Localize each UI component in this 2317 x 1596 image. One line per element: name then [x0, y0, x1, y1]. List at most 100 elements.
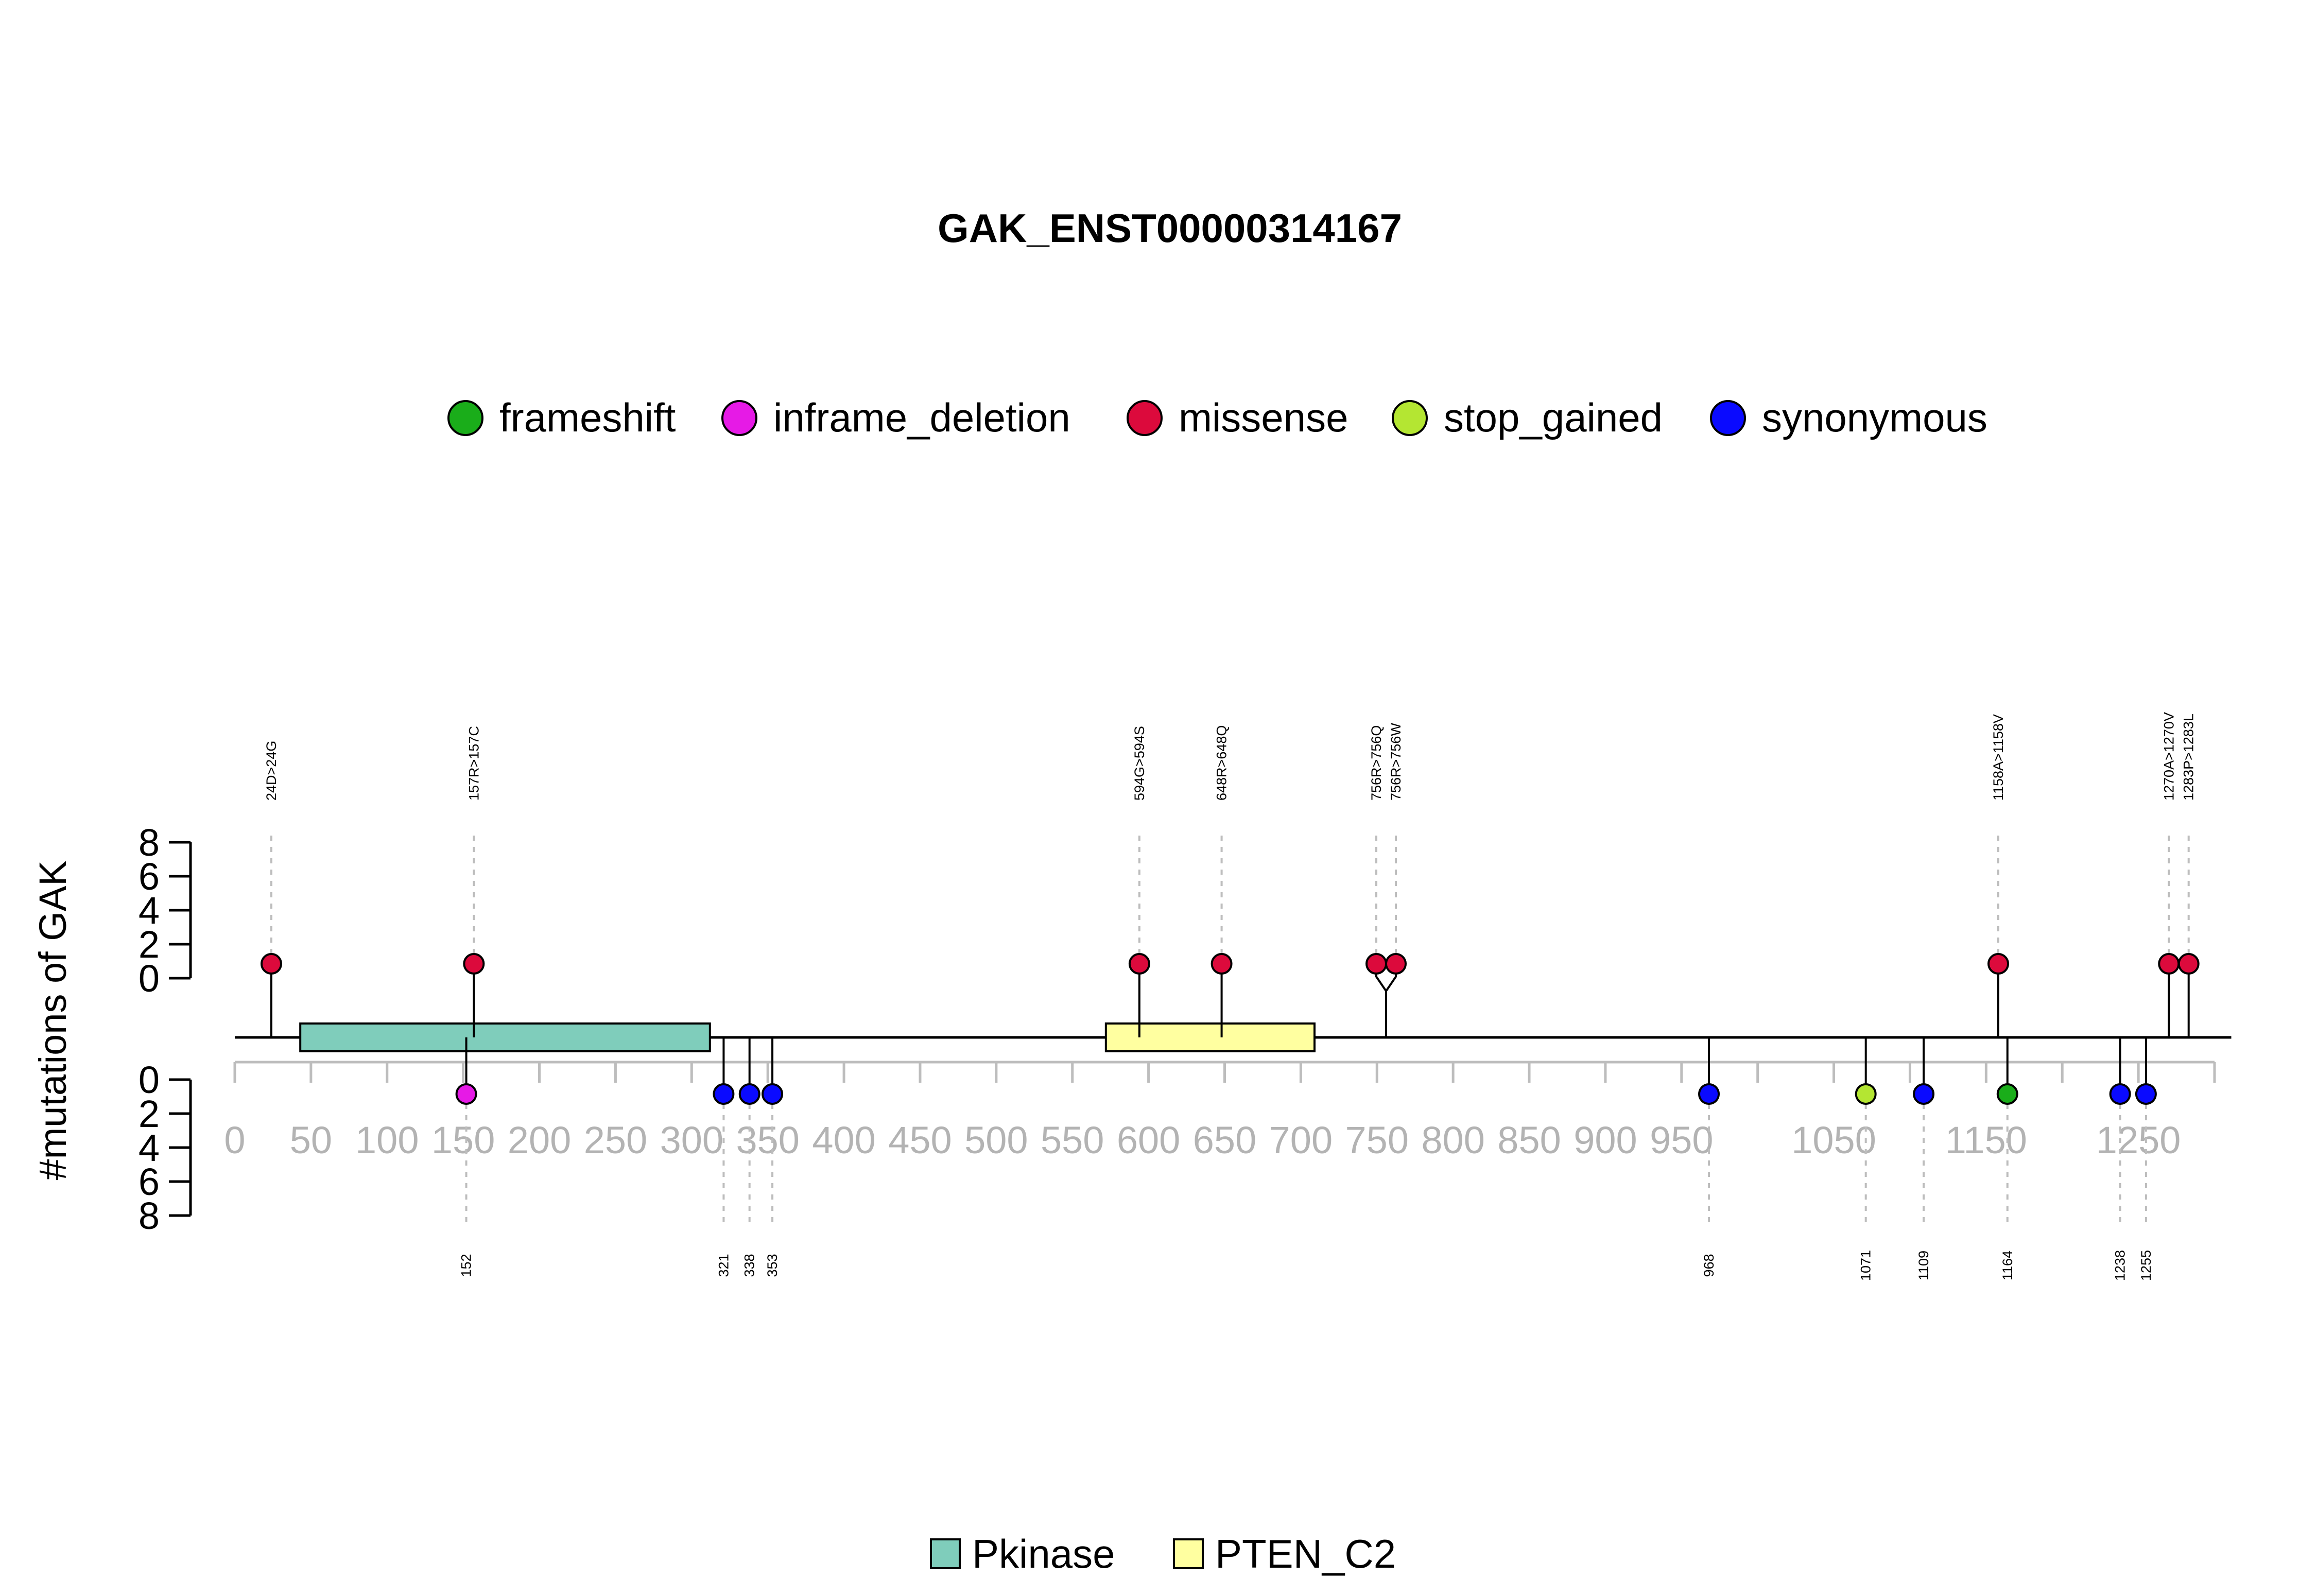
x-tick-label: 500: [964, 1119, 1028, 1161]
mutation-point-missense: [2177, 953, 2200, 975]
y-axis-label: #mutations of GAK: [31, 860, 74, 1180]
mutation-label: 1270A>1270V: [2161, 712, 2176, 801]
x-tick-label: 200: [508, 1119, 571, 1161]
y-tick-label: 2: [139, 1092, 160, 1135]
y-tick-label: 2: [139, 923, 160, 966]
domain-legend-swatch-Pkinase: [930, 1538, 961, 1569]
mutation-point-missense: [1365, 953, 1388, 975]
legend-marker-stop_gained: [1392, 400, 1428, 436]
x-tick-label: 150: [431, 1119, 495, 1161]
x-tick-label: 50: [290, 1119, 332, 1161]
mutation-point-missense: [1385, 953, 1407, 975]
x-tick-label: 300: [660, 1119, 723, 1161]
mutation-label: 1255: [2138, 1250, 2154, 1281]
mutation-point-synonymous: [738, 1083, 760, 1105]
legend-marker-inframe_deletion: [721, 400, 757, 436]
x-tick-label: 550: [1041, 1119, 1104, 1161]
legend-label-inframe_deletion: inframe_deletion: [773, 395, 1070, 440]
mutation-point-missense: [463, 953, 485, 975]
mutation-point-synonymous: [1698, 1083, 1720, 1105]
mutation-label: 338: [742, 1254, 757, 1277]
legend: frameshift inframe_deletion missense stop_g…: [447, 395, 1987, 440]
x-tick-label: 650: [1193, 1119, 1256, 1161]
x-tick-label: 1050: [1791, 1119, 1876, 1161]
y-tick-label: 4: [139, 1126, 160, 1169]
x-tick-label: 0: [224, 1119, 245, 1161]
domains: [299, 1022, 1316, 1052]
domain-legend-label-Pkinase: Pkinase: [972, 1531, 1115, 1576]
mutations-top: 24D>24G 157R>157C 594G>594S 648R>648Q 756R>7…: [260, 712, 2200, 1037]
x-tick-label: 950: [1650, 1119, 1713, 1161]
legend-label-stop_gained: stop_gained: [1444, 395, 1663, 440]
mutation-point-missense: [2158, 953, 2180, 975]
mutation-label: 1109: [1916, 1251, 1931, 1280]
mutation-label: 1071: [1858, 1250, 1874, 1281]
y-tick-label: 8: [139, 1194, 160, 1237]
mutation-stem: [1375, 964, 1388, 1037]
x-tick-label: 900: [1574, 1119, 1637, 1161]
x-tick-label: 450: [888, 1119, 952, 1161]
legend-marker-frameshift: [447, 400, 483, 436]
x-tick-label: 250: [584, 1119, 647, 1161]
mutation-label: 648R>648Q: [1214, 725, 1230, 801]
y-tick-label: 8: [139, 821, 160, 864]
domain-legend-swatch-PTEN_C2: [1173, 1538, 1204, 1569]
y-tick-label: 6: [139, 855, 160, 898]
mutation-label: 353: [765, 1254, 780, 1277]
mutation-point-missense: [1987, 953, 2010, 975]
mutation-point-synonymous: [762, 1083, 784, 1105]
x-tick-label: 400: [812, 1119, 875, 1161]
legend-label-synonymous: synonymous: [1762, 395, 1987, 440]
mutation-label: 321: [716, 1254, 731, 1277]
y-tick-label: 4: [139, 889, 160, 932]
mutation-point-missense: [1128, 953, 1150, 975]
x-tick-label: 600: [1117, 1119, 1180, 1161]
mutation-label: 24D>24G: [264, 741, 279, 801]
x-tick-label: 850: [1497, 1119, 1561, 1161]
x-tick-label: 1150: [1945, 1119, 2027, 1161]
legend-marker-missense: [1127, 400, 1163, 436]
x-tick-label: 750: [1345, 1119, 1409, 1161]
mutation-stem: [1385, 964, 1397, 1037]
mutation-label: 756R>756Q: [1369, 725, 1384, 801]
mutation-point-synonymous: [1913, 1083, 1935, 1105]
domain-Pkinase: [299, 1022, 711, 1052]
legend-label-missense: missense: [1179, 395, 1348, 440]
domain-legend-label-PTEN_C2: PTEN_C2: [1215, 1531, 1396, 1576]
mutation-label: 157R>157C: [466, 726, 481, 801]
legend-marker-synonymous: [1710, 400, 1746, 436]
mutation-point-synonymous: [2109, 1083, 2131, 1105]
mutation-label: 152: [459, 1254, 474, 1277]
x-tick-label: 800: [1421, 1119, 1484, 1161]
y-tick-label: 0: [139, 957, 160, 1000]
mutation-label: 968: [1701, 1254, 1717, 1277]
y-tick-label: 6: [139, 1160, 160, 1203]
mutation-label: 1238: [2113, 1250, 2128, 1281]
y-tick-label: 0: [139, 1059, 160, 1101]
x-tick-label: 350: [736, 1119, 799, 1161]
mutation-point-missense: [260, 953, 282, 975]
chart-title: GAK_ENST00000314167: [938, 205, 1402, 251]
x-tick-label: 700: [1269, 1119, 1333, 1161]
mutation-point-synonymous: [2135, 1083, 2157, 1105]
domain-legend: Pkinase PTEN_C2: [930, 1531, 1396, 1576]
mutation-label: 594G>594S: [1132, 726, 1147, 801]
legend-label-frameshift: frameshift: [499, 395, 676, 440]
mutation-label: 1283P>1283L: [2181, 714, 2197, 801]
mutation-point-frameshift: [1996, 1083, 2018, 1105]
domain-PTEN_C2: [1104, 1022, 1316, 1052]
x-tick-label: 100: [355, 1119, 419, 1161]
mutation-label: 1158A>1158V: [1991, 714, 2006, 801]
mutation-point-synonymous: [713, 1083, 735, 1105]
x-axis: 0 50 100 150 200 250 300 350 400 450 500 550 600 650 7…: [224, 1061, 2216, 1161]
mutation-point-inframe_deletion: [455, 1083, 477, 1105]
mutation-point-stop_gained: [1855, 1083, 1877, 1105]
mutations-bottom: 152 321 338 353 968 1071 1109 1164 1238 1255: [455, 1037, 2157, 1281]
mutation-label: 756R>756W: [1388, 723, 1404, 801]
mutation-label: 1164: [2000, 1251, 2015, 1280]
x-tick-label: 1250: [2096, 1119, 2181, 1161]
mutation-point-missense: [1211, 953, 1233, 975]
